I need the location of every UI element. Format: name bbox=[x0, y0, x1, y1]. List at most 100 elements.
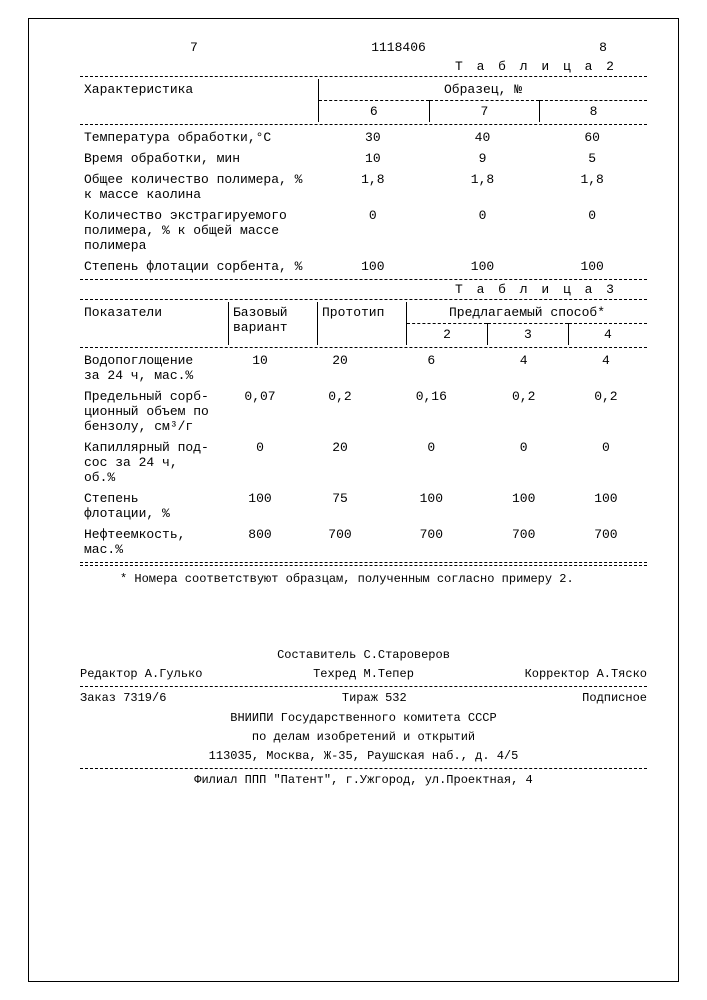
cell: 0,16 bbox=[380, 386, 483, 437]
cell: 0,07 bbox=[220, 386, 300, 437]
table2-col: 6 bbox=[319, 101, 430, 123]
cell: 100 bbox=[318, 256, 428, 277]
table3-subcol: 2 bbox=[407, 324, 488, 346]
row-label: Температура обработки,°С bbox=[80, 127, 318, 148]
divider bbox=[80, 565, 647, 566]
cell: 100 bbox=[380, 488, 483, 524]
cell: 100 bbox=[428, 256, 538, 277]
table3-c2: Базовый вариант bbox=[229, 302, 318, 345]
page-header: 7 1118406 8 bbox=[80, 40, 647, 55]
divider bbox=[80, 347, 647, 348]
page-col-right: 8 bbox=[599, 40, 607, 55]
divider bbox=[80, 768, 647, 769]
composer: Составитель С.Староверов bbox=[80, 646, 647, 665]
cell: 0 bbox=[220, 437, 300, 488]
cell: 0 bbox=[428, 205, 538, 256]
table3-subcol: 4 bbox=[568, 324, 647, 346]
cell: 0,2 bbox=[565, 386, 647, 437]
divider bbox=[80, 299, 647, 300]
filial: Филиал ППП "Патент", г.Ужгород, ул.Проек… bbox=[80, 771, 647, 790]
editor: Редактор А.Гулько bbox=[80, 665, 202, 684]
row-label: Предельный сорб- ционный объем по бензол… bbox=[80, 386, 220, 437]
cell: 75 bbox=[300, 488, 380, 524]
cell: 100 bbox=[565, 488, 647, 524]
page-col-left: 7 bbox=[190, 40, 198, 55]
table3-c3: Прототип bbox=[318, 302, 407, 345]
table-row: Степень флотации, %10075100100100 bbox=[80, 488, 647, 524]
row-label: Степень флотации сорбента, % bbox=[80, 256, 318, 277]
divider bbox=[80, 279, 647, 280]
cell: 1,8 bbox=[318, 169, 428, 205]
row-label: Капиллярный под- сос за 24 ч, об.% bbox=[80, 437, 220, 488]
cell: 700 bbox=[565, 524, 647, 560]
address: 113035, Москва, Ж-35, Раушская наб., д. … bbox=[80, 747, 647, 766]
cell: 0 bbox=[483, 437, 565, 488]
cell: 0,2 bbox=[300, 386, 380, 437]
table3-c4: Предлагаемый способ* bbox=[407, 302, 648, 324]
row-label: Водопоглощение за 24 ч, мас.% bbox=[80, 350, 220, 386]
row-label: Общее количество полимера, % к массе као… bbox=[80, 169, 318, 205]
cell: 0 bbox=[565, 437, 647, 488]
cell: 5 bbox=[537, 148, 647, 169]
table-row: Капиллярный под- сос за 24 ч, об.%020000 bbox=[80, 437, 647, 488]
table3-subcol: 3 bbox=[487, 324, 568, 346]
cell: 0 bbox=[318, 205, 428, 256]
cell: 1,8 bbox=[428, 169, 538, 205]
cell: 800 bbox=[220, 524, 300, 560]
cell: 20 bbox=[300, 437, 380, 488]
cell: 30 bbox=[318, 127, 428, 148]
cell: 0 bbox=[537, 205, 647, 256]
row-label: Количество экстрагируемого полимера, % к… bbox=[80, 205, 318, 256]
table3-body: Водопоглощение за 24 ч, мас.%1020644 Пре… bbox=[80, 350, 647, 560]
order: Заказ 7319/6 bbox=[80, 689, 166, 708]
table-row: Нефтеемкость, мас.%800700700700700 bbox=[80, 524, 647, 560]
row-label: Время обработки, мин bbox=[80, 148, 318, 169]
org-line1: ВНИИПИ Государственного комитета СССР bbox=[80, 709, 647, 728]
tirage: Тираж 532 bbox=[342, 689, 407, 708]
divider bbox=[80, 686, 647, 687]
table2-group-header: Образец, № bbox=[319, 79, 648, 101]
cell: 0,2 bbox=[483, 386, 565, 437]
cell: 1,8 bbox=[537, 169, 647, 205]
table2-col: 7 bbox=[429, 101, 540, 123]
cell: 6 bbox=[380, 350, 483, 386]
table-row: Общее количество полимера, % к массе као… bbox=[80, 169, 647, 205]
table2-header-label: Характеристика bbox=[80, 79, 319, 122]
row-label: Степень флотации, % bbox=[80, 488, 220, 524]
table-row: Время обработки, мин1095 bbox=[80, 148, 647, 169]
cell: 100 bbox=[537, 256, 647, 277]
table-row: Водопоглощение за 24 ч, мас.%1020644 bbox=[80, 350, 647, 386]
footnote: * Номера соответствуют образцам, получен… bbox=[120, 572, 647, 586]
divider bbox=[80, 124, 647, 125]
cell: 100 bbox=[483, 488, 565, 524]
table3-head: Показатели Базовый вариант Прототип Пред… bbox=[80, 302, 647, 345]
cell: 700 bbox=[300, 524, 380, 560]
table-row: Количество экстрагируемого полимера, % к… bbox=[80, 205, 647, 256]
table3-title: Т а б л и ц а 3 bbox=[80, 282, 617, 297]
cell: 9 bbox=[428, 148, 538, 169]
cell: 700 bbox=[483, 524, 565, 560]
cell: 700 bbox=[380, 524, 483, 560]
table-row: Температура обработки,°С304060 bbox=[80, 127, 647, 148]
table-row: Предельный сорб- ционный объем по бензол… bbox=[80, 386, 647, 437]
divider bbox=[80, 76, 647, 77]
cell: 10 bbox=[318, 148, 428, 169]
cell: 4 bbox=[565, 350, 647, 386]
cell: 100 bbox=[220, 488, 300, 524]
credits-block: Составитель С.Староверов Редактор А.Гуль… bbox=[80, 646, 647, 790]
subscription: Подписное bbox=[582, 689, 647, 708]
org-line2: по делам изобретений и открытий bbox=[80, 728, 647, 747]
row-label: Нефтеемкость, мас.% bbox=[80, 524, 220, 560]
table2: Характеристика Образец, № 6 7 8 bbox=[80, 79, 647, 122]
divider bbox=[80, 562, 647, 563]
cell: 40 bbox=[428, 127, 538, 148]
document-number: 1118406 bbox=[371, 40, 426, 55]
table-row: Степень флотации сорбента, %100100100 bbox=[80, 256, 647, 277]
table2-body: Температура обработки,°С304060 Время обр… bbox=[80, 127, 647, 277]
table2-col: 8 bbox=[540, 101, 647, 123]
cell: 0 bbox=[380, 437, 483, 488]
cell: 10 bbox=[220, 350, 300, 386]
cell: 4 bbox=[483, 350, 565, 386]
table2-title: Т а б л и ц а 2 bbox=[80, 59, 617, 74]
cell: 20 bbox=[300, 350, 380, 386]
